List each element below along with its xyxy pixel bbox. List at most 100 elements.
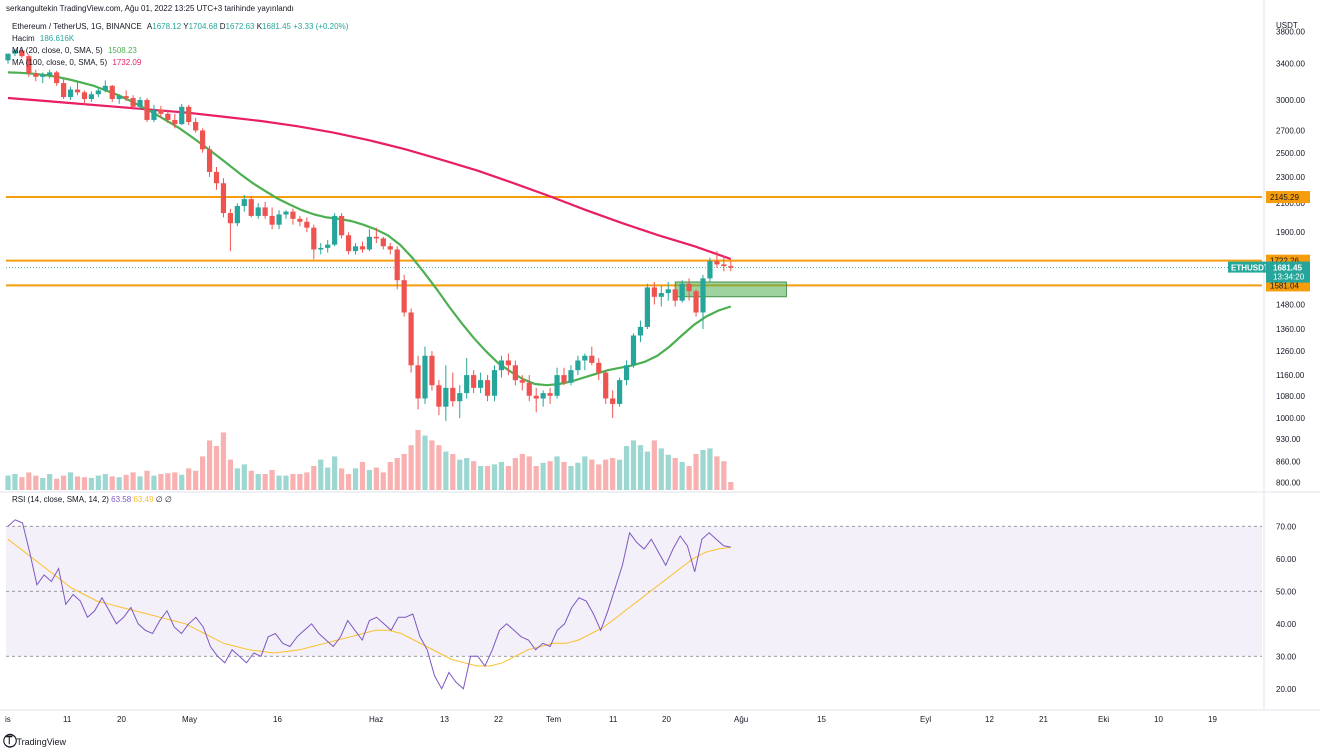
ma100-label[interactable]: MA (100, close, 0, SMA, 5) bbox=[12, 58, 108, 67]
volume-bar bbox=[686, 466, 692, 490]
volume-bar bbox=[721, 461, 727, 490]
rsi-label[interactable]: RSI (14, close, SMA, 14, 2) bbox=[12, 495, 109, 504]
candle-body bbox=[61, 83, 67, 98]
volume-bar bbox=[582, 456, 588, 490]
volume-bar bbox=[137, 476, 143, 490]
price-axis-tick: 2700.00 bbox=[1276, 126, 1305, 135]
price-axis-tick: 1080.00 bbox=[1276, 392, 1305, 401]
volume-bar bbox=[352, 468, 359, 490]
symbol-tag-label: ETHUSDT bbox=[1231, 264, 1269, 273]
volume-bar bbox=[241, 464, 247, 490]
time-axis-label: 19 bbox=[1208, 715, 1217, 724]
symbol-title[interactable]: Ethereum / TetherUS, 1G, BINANCE bbox=[12, 22, 142, 31]
volume-bar bbox=[644, 451, 650, 490]
candle-body bbox=[672, 289, 678, 301]
candle-body bbox=[686, 283, 692, 292]
volume-bar bbox=[693, 454, 699, 490]
candle-body bbox=[325, 244, 331, 248]
level-tag-label: 1581.04 bbox=[1270, 281, 1299, 290]
volume-bar bbox=[12, 474, 18, 490]
volume-bar bbox=[394, 458, 400, 490]
ma100-line bbox=[7, 96, 732, 261]
candle-body bbox=[610, 398, 616, 404]
volume-bar bbox=[88, 478, 94, 490]
candle-body bbox=[380, 238, 386, 247]
candle-body bbox=[95, 90, 101, 95]
volume-bar bbox=[33, 475, 39, 490]
candle-body bbox=[345, 235, 352, 252]
candle-body bbox=[123, 96, 129, 99]
candle-body bbox=[484, 380, 491, 396]
tradingview-logo-icon[interactable]: ⟙⃝ bbox=[6, 735, 13, 747]
volume-bar bbox=[651, 440, 657, 490]
candle-body bbox=[617, 380, 623, 404]
price-axis-tick: 1160.00 bbox=[1276, 371, 1305, 380]
time-axis-label: 10 bbox=[1154, 715, 1163, 724]
change-value: +3.33 (+0.20%) bbox=[293, 22, 349, 31]
candle-body bbox=[67, 89, 74, 98]
time-axis-label: 11 bbox=[63, 715, 72, 724]
time-axis-label: 13 bbox=[440, 715, 449, 724]
volume-bar bbox=[359, 462, 366, 490]
candle-body bbox=[464, 375, 470, 394]
candle-body bbox=[144, 99, 150, 120]
candle-body bbox=[471, 375, 477, 388]
countdown-label: 13:34:20 bbox=[1273, 273, 1305, 282]
price-axis-tick: 3000.00 bbox=[1276, 96, 1305, 105]
candle-body bbox=[283, 211, 289, 215]
rsi-empty-2: ∅ bbox=[164, 495, 172, 504]
candle-body bbox=[179, 106, 185, 125]
ma100-value: 1732.09 bbox=[112, 58, 142, 67]
time-axis-label: May bbox=[182, 715, 197, 724]
time-axis-label: 22 bbox=[494, 715, 503, 724]
price-axis-tick: 930.00 bbox=[1276, 435, 1301, 444]
time-axis-label: Eki bbox=[1098, 715, 1109, 724]
close-label: K bbox=[256, 22, 263, 31]
volume-bar bbox=[443, 451, 449, 490]
candle-body bbox=[33, 73, 39, 77]
volume-bar bbox=[67, 472, 74, 490]
volume-bar bbox=[290, 474, 296, 490]
footer-brand[interactable]: TradingView bbox=[16, 736, 67, 747]
legend: Ethereum / TetherUS, 1G, BINANCE A1678.1… bbox=[12, 21, 348, 69]
volume-bar bbox=[457, 459, 463, 490]
volume-bar bbox=[95, 475, 101, 490]
candle-body bbox=[74, 89, 81, 93]
volume-bar bbox=[491, 464, 498, 490]
high-value: 1704.68 bbox=[188, 22, 218, 31]
candle-body bbox=[512, 365, 518, 381]
candle-body bbox=[311, 227, 317, 250]
candle-body bbox=[623, 365, 630, 381]
ma20-value: 1508.23 bbox=[107, 46, 137, 55]
price-axis-tick: 2500.00 bbox=[1276, 149, 1305, 158]
candle-body bbox=[213, 171, 220, 184]
rsi-legend: RSI (14, close, SMA, 14, 2) 63.58 63.49 … bbox=[12, 495, 172, 504]
ma20-label[interactable]: MA (20, close, 0, SMA, 5) bbox=[12, 46, 103, 55]
volume-bar bbox=[283, 475, 289, 490]
low-label: D bbox=[219, 22, 226, 31]
volume-bar bbox=[387, 462, 393, 490]
candle-body bbox=[728, 266, 734, 268]
price-axis-tick: 860.00 bbox=[1276, 458, 1301, 467]
candle-body bbox=[651, 287, 657, 297]
price-axis-tick: 3400.00 bbox=[1276, 60, 1305, 69]
candle-body bbox=[700, 278, 706, 313]
volume-bar bbox=[206, 440, 213, 490]
volume-bar bbox=[700, 450, 706, 490]
price-axis-tick: 3800.00 bbox=[1276, 28, 1305, 37]
rsi-axis-tick: 30.00 bbox=[1276, 652, 1297, 661]
high-label: Y bbox=[183, 22, 189, 31]
rsi-axis-tick: 20.00 bbox=[1276, 685, 1297, 694]
current-price-label: 1681.45 bbox=[1273, 264, 1302, 273]
volume-bar bbox=[144, 470, 150, 490]
volume-bar bbox=[304, 472, 310, 490]
candle-body bbox=[721, 264, 727, 267]
volume-label[interactable]: Hacim bbox=[12, 34, 35, 43]
volume-bar bbox=[623, 446, 630, 490]
volume-bar bbox=[339, 468, 345, 490]
candle-body bbox=[276, 214, 282, 225]
volume-bar bbox=[484, 466, 491, 490]
candle-body bbox=[589, 355, 595, 363]
candle-body bbox=[172, 119, 178, 125]
